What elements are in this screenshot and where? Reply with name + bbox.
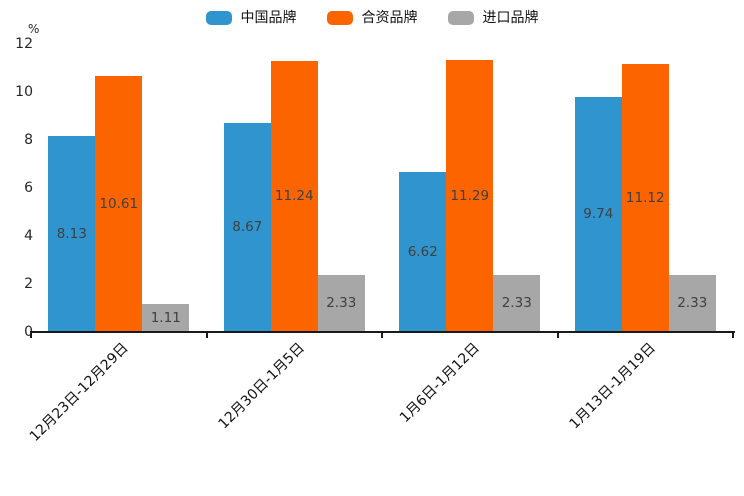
x-axis-tick <box>556 333 559 338</box>
legend-swatch-中国品牌 <box>205 11 232 25</box>
bar-中国品牌: 6.62 <box>399 172 447 331</box>
bar-value-label: 2.33 <box>501 295 532 311</box>
y-axis-tick-label: 2 <box>24 276 33 292</box>
bar-value-label: 6.62 <box>407 243 438 260</box>
x-axis-line <box>30 331 735 333</box>
bar-中国品牌: 8.67 <box>223 123 271 331</box>
y-axis-tick-label: 10 <box>15 84 33 100</box>
legend-label: 合资品牌 <box>361 10 418 26</box>
legend-item: 中国品牌 <box>205 10 297 26</box>
bar-value-label: 11.12 <box>625 189 665 206</box>
bar-value-label: 11.29 <box>450 187 490 204</box>
x-axis-tick <box>30 333 32 338</box>
bar-value-label: 8.67 <box>232 219 263 235</box>
x-axis-category-label: 1月6日-1月12日 <box>397 340 484 426</box>
x-axis-tick <box>381 333 383 338</box>
x-axis-category-label: 12月23日-12月29日 <box>27 340 133 445</box>
bar-value-label: 2.33 <box>326 295 357 311</box>
bar-value-label: 1.11 <box>150 309 181 326</box>
legend-item: 进口品牌 <box>447 10 539 26</box>
bar-进口品牌: 2.33 <box>317 275 365 331</box>
legend-swatch-合资品牌 <box>326 11 353 25</box>
x-axis-category-label: 1月13日-1月19日 <box>566 340 659 433</box>
bar-合资品牌: 11.29 <box>446 60 494 331</box>
bar-value-label: 10.61 <box>99 195 139 212</box>
chart-legend: 中国品牌 合资品牌 进口品牌 <box>0 8 744 28</box>
bar-合资品牌: 11.24 <box>270 61 318 331</box>
bar-中国品牌: 8.13 <box>48 136 96 331</box>
legend-label: 进口品牌 <box>482 10 539 26</box>
y-axis-tick-label: 8 <box>24 132 33 148</box>
y-axis-tick-label: 0 <box>24 324 33 340</box>
y-axis-unit-label: % <box>28 22 40 36</box>
bar-进口品牌: 2.33 <box>668 275 716 331</box>
bar-value-label: 11.24 <box>274 188 314 204</box>
bar-进口品牌: 2.33 <box>493 275 541 331</box>
legend-label: 中国品牌 <box>240 10 297 26</box>
bar-进口品牌: 1.11 <box>142 304 190 331</box>
x-axis-category-label: 12月30日-1月5日 <box>215 340 308 433</box>
bar-value-label: 8.13 <box>56 225 87 242</box>
bar-value-label: 2.33 <box>677 295 708 311</box>
y-axis-tick-label: 12 <box>15 36 33 52</box>
bar-合资品牌: 10.61 <box>95 76 143 331</box>
x-axis-tick <box>205 333 208 338</box>
y-axis-tick-label: 4 <box>24 228 33 244</box>
legend-item: 合资品牌 <box>326 10 418 26</box>
bar-value-label: 9.74 <box>583 206 614 222</box>
legend-swatch-进口品牌 <box>447 11 474 25</box>
x-axis-tick <box>732 333 734 338</box>
y-axis-tick-label: 6 <box>24 180 33 196</box>
bar-合资品牌: 11.12 <box>621 64 669 331</box>
bar-中国品牌: 9.74 <box>574 97 622 331</box>
